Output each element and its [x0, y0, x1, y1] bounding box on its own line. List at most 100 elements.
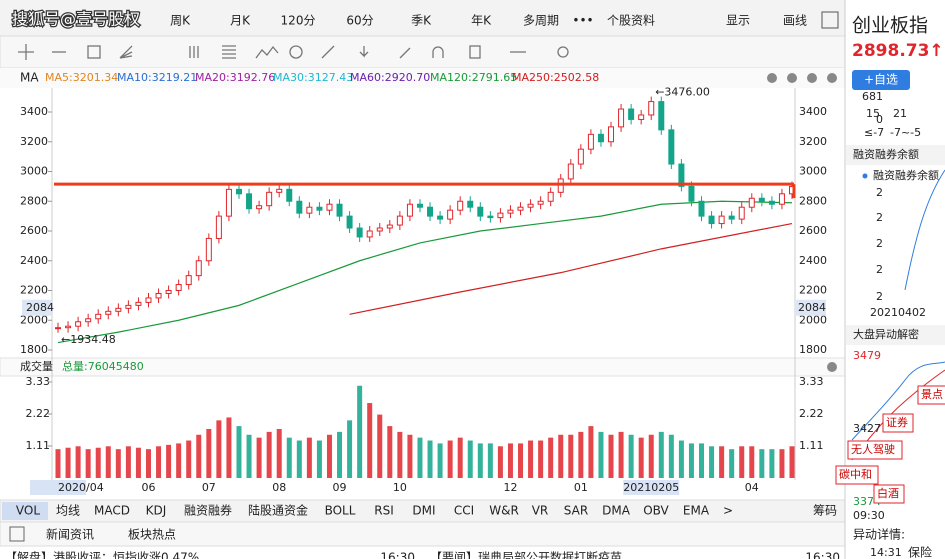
candle	[778, 193, 785, 205]
volume-bar	[206, 428, 212, 478]
toolbar-bg	[0, 0, 845, 36]
indicator-tab[interactable]: VR	[532, 504, 549, 518]
volume-bar	[347, 420, 353, 478]
side-date: 20210402	[870, 306, 926, 319]
y-tick-label: 1800	[20, 343, 48, 356]
indicator-tab[interactable]: 融资融券	[184, 503, 232, 518]
candle	[215, 215, 222, 239]
candle	[125, 304, 132, 309]
volume-bar	[55, 449, 61, 478]
indicator-tab[interactable]: MACD	[94, 504, 130, 518]
volume-bar	[196, 434, 202, 478]
y-tick-label: 3400	[20, 105, 48, 118]
news-tab[interactable]: 板块热点	[128, 528, 176, 542]
candle	[85, 318, 92, 323]
toolbar-tab[interactable]: 120分	[281, 14, 316, 28]
volume-bar	[135, 447, 141, 478]
ctl[interactable]	[827, 362, 837, 372]
toolbar-tab[interactable]: 多周期	[523, 14, 559, 28]
vol-tick-label: 2.22	[26, 407, 51, 420]
toolbar-tab[interactable]: 周K	[170, 14, 191, 28]
toolbar-tab[interactable]: •••	[572, 14, 593, 28]
volume-bar	[407, 434, 413, 478]
volume-bar	[427, 440, 433, 478]
window-btn[interactable]	[821, 11, 839, 29]
ctl[interactable]	[767, 73, 777, 83]
ctl[interactable]	[787, 73, 797, 83]
indicator-tab[interactable]: 均线	[56, 504, 80, 518]
indicator-tab[interactable]: 陆股通资金	[248, 503, 308, 518]
indicator-tab[interactable]: EMA	[683, 504, 710, 518]
y-tick-label: 3200	[20, 135, 48, 148]
ctl[interactable]	[807, 73, 817, 83]
toolbar-tab[interactable]: 画线	[783, 14, 807, 28]
y-tick-label-right: 2800	[799, 194, 827, 207]
volume-bar	[326, 434, 332, 478]
volume-bar	[306, 437, 312, 478]
vol-tick-label-right: 2.22	[799, 407, 824, 420]
candle	[467, 200, 474, 208]
candle	[437, 215, 444, 220]
toolbar-tab[interactable]: 年K	[471, 14, 492, 28]
tag-box	[882, 413, 914, 433]
indicator-tab[interactable]: W&R	[489, 504, 519, 518]
volume-bar	[467, 440, 473, 478]
indicator-tab[interactable]: KDJ	[146, 504, 167, 518]
index-price: 2898.73↑	[852, 41, 944, 61]
volume-bar	[759, 449, 765, 478]
ctl[interactable]	[827, 73, 837, 83]
candle	[567, 163, 574, 180]
side-header	[846, 325, 945, 345]
current-box	[796, 299, 826, 316]
candle	[336, 203, 343, 217]
side-text: 681	[862, 90, 883, 103]
volume-bar	[176, 443, 182, 478]
ma-legend-item: MA30:3127.43	[273, 71, 353, 84]
volume-bar	[246, 434, 252, 478]
add-button[interactable]	[852, 70, 910, 90]
volume-bar	[367, 403, 373, 478]
y-tick-label-right: 2000	[799, 313, 827, 326]
indicator-tab[interactable]: DMI	[412, 504, 435, 518]
current-label: 2084	[26, 301, 54, 314]
news-tab[interactable]: 新闻资讯	[46, 527, 94, 542]
indicator-tab[interactable]: >	[723, 504, 733, 518]
volume-bar	[618, 431, 624, 478]
toolbar-tab[interactable]: 季K	[411, 14, 432, 28]
y-tick-label-right: 3000	[799, 165, 827, 178]
volume-bar	[266, 431, 272, 478]
candle	[517, 206, 524, 211]
toolbar-tab[interactable]: 月K	[230, 14, 251, 28]
side-text: 15	[866, 107, 880, 120]
candle	[738, 206, 745, 220]
indicator-tab[interactable]: RSI	[374, 504, 394, 518]
side-text: 21	[893, 107, 907, 120]
indicator-tab[interactable]: OBV	[643, 504, 669, 518]
toolbar-tab[interactable]: 个股资料	[607, 14, 655, 28]
y-tick-label-right: 3200	[799, 135, 827, 148]
indicator-tab[interactable]: DMA	[602, 504, 631, 518]
candle	[608, 126, 615, 143]
indicator-tab[interactable]: BOLL	[325, 504, 356, 518]
indicator-tab[interactable]: 筹码	[813, 504, 837, 518]
x-label-highlight	[623, 480, 680, 495]
candle	[618, 108, 625, 128]
indicator-tab[interactable]: VOL	[16, 504, 40, 518]
x-tick-label: 09	[333, 481, 347, 494]
current-box	[22, 299, 52, 316]
add-label[interactable]: +自选	[864, 73, 898, 87]
indicator-tab[interactable]: CCI	[454, 504, 474, 518]
toolbar-tab[interactable]: 60分	[346, 14, 373, 28]
x-tick-label: 06	[141, 481, 155, 494]
candle	[185, 275, 192, 286]
candle	[406, 203, 413, 217]
tag: 景点	[921, 388, 943, 401]
indicator-tab[interactable]: SAR	[564, 504, 588, 518]
toolbar-tab[interactable]: 显示	[726, 14, 750, 28]
candle	[205, 237, 212, 262]
candle	[457, 200, 464, 211]
candle	[195, 260, 202, 277]
volume-bar	[105, 446, 111, 478]
candle	[708, 215, 715, 225]
